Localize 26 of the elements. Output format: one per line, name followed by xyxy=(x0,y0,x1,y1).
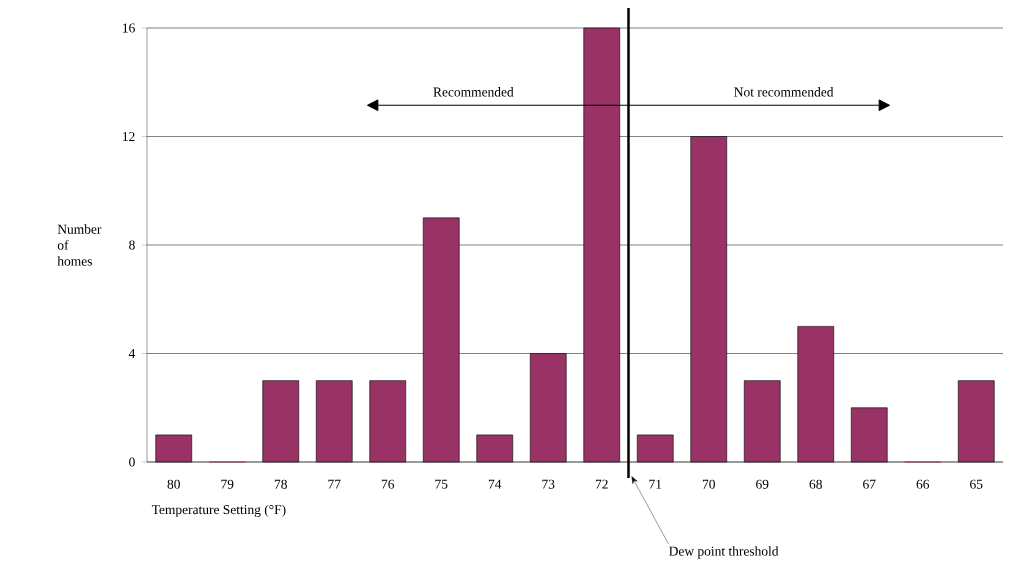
y-tick-label: 16 xyxy=(123,23,135,33)
y-axis-title: Number of homes xyxy=(57,224,102,266)
y-tick-label: 8 xyxy=(129,240,135,250)
x-tick-label: 76 xyxy=(381,479,395,489)
x-tick-label: 66 xyxy=(916,479,930,489)
y-tick-label: 4 xyxy=(128,349,136,358)
y-tick-label: 12 xyxy=(123,132,135,141)
x-tick-label: 78 xyxy=(274,479,287,489)
x-tick-label: 68 xyxy=(809,479,822,489)
x-tick-label: 65 xyxy=(970,479,983,489)
x-tick-label: 79 xyxy=(221,479,234,489)
x-axis-title: Temperature Setting (°F) xyxy=(151,504,286,517)
x-tick-label: 77 xyxy=(328,479,341,489)
x-tick-label: 75 xyxy=(435,479,448,489)
x-tick-label: 80 xyxy=(167,479,180,489)
x-tick-label: 74 xyxy=(488,479,502,489)
x-tick-label: 67 xyxy=(863,479,876,489)
x-tick-label: 73 xyxy=(542,479,555,489)
x-tick-label: 69 xyxy=(756,479,769,489)
y-tick-label: 0 xyxy=(129,457,135,467)
annotation: Recommended xyxy=(433,87,514,97)
x-tick-label: 71 xyxy=(649,479,662,489)
annotation: Not recommended xyxy=(734,87,834,97)
ref-line-label: Dew point threshold xyxy=(669,546,779,559)
x-tick-label: 70 xyxy=(702,479,715,489)
x-tick-label: 72 xyxy=(595,479,608,489)
